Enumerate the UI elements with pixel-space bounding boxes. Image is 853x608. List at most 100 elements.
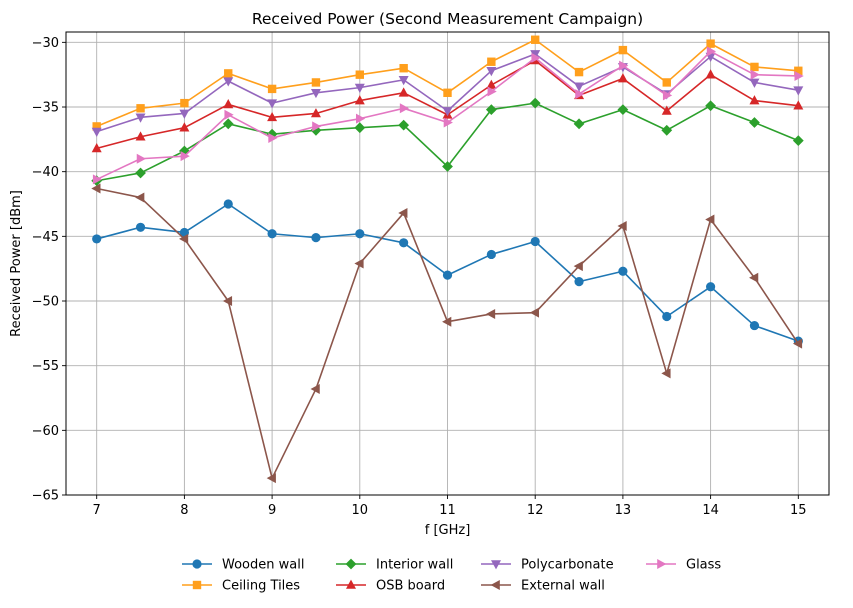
data-point-wooden-wall (355, 229, 365, 239)
data-point-wooden-wall (267, 229, 277, 239)
data-point-external-wall (442, 316, 452, 327)
data-point-ceiling-tiles (794, 66, 803, 75)
data-point-osb-board (617, 73, 628, 83)
data-point-interior-wall (792, 135, 804, 147)
series-wooden-wall (92, 199, 803, 346)
data-point-osb-board (354, 95, 365, 105)
legend-marker (657, 559, 667, 569)
y-tick-label: −30 (32, 36, 59, 51)
series-layer (91, 35, 804, 484)
data-point-polycarbonate (135, 113, 146, 123)
data-point-glass (399, 103, 410, 114)
legend-marker (192, 559, 202, 569)
series-ceiling-tiles (92, 35, 803, 131)
data-point-external-wall (617, 220, 627, 231)
data-point-ceiling-tiles (399, 64, 408, 73)
data-point-wooden-wall (574, 277, 584, 287)
data-point-external-wall (529, 307, 540, 318)
data-point-ceiling-tiles (750, 62, 759, 72)
legend-item-polycarbonate: Polycarbonate (481, 558, 614, 573)
data-point-glass (487, 86, 497, 97)
data-point-external-wall (222, 296, 233, 307)
data-point-wooden-wall (92, 234, 102, 244)
data-point-ceiling-tiles (92, 122, 101, 131)
data-point-polycarbonate (486, 66, 497, 77)
data-point-ceiling-tiles (618, 45, 628, 55)
chart-title: Received Power (Second Measurement Campa… (252, 10, 643, 28)
data-point-external-wall (91, 183, 101, 194)
x-tick-label: 12 (527, 503, 544, 518)
x-tick-label: 9 (268, 503, 276, 518)
data-point-polycarbonate (574, 82, 585, 92)
data-point-glass (619, 60, 629, 71)
data-point-external-wall (573, 261, 583, 272)
data-point-polycarbonate (91, 127, 102, 137)
data-point-ceiling-tiles (487, 57, 496, 66)
data-point-glass (268, 133, 278, 144)
x-tick-label: 8 (180, 503, 188, 518)
legend-marker (490, 580, 500, 590)
data-point-interior-wall (398, 119, 410, 131)
data-point-polycarbonate (223, 77, 234, 87)
data-point-ceiling-tiles (574, 67, 584, 77)
legend-marker (346, 579, 356, 589)
series-interior-wall (91, 97, 804, 187)
y-tick-label: −35 (32, 101, 59, 116)
data-point-osb-board (91, 142, 102, 153)
data-point-external-wall (354, 258, 364, 269)
data-point-interior-wall (573, 118, 585, 130)
data-point-interior-wall (705, 100, 717, 112)
legend-item-osb-board: OSB board (336, 579, 445, 594)
data-point-wooden-wall (749, 320, 760, 331)
x-axis-label: f [GHz] (425, 523, 471, 538)
data-point-external-wall (266, 473, 276, 484)
data-point-polycarbonate (179, 109, 190, 119)
data-point-glass (662, 90, 673, 101)
data-point-ceiling-tiles (355, 70, 364, 79)
data-point-osb-board (793, 100, 804, 110)
series-external-wall (91, 183, 803, 484)
data-point-wooden-wall (223, 199, 233, 209)
legend-label: Glass (686, 558, 721, 573)
data-point-wooden-wall (530, 236, 540, 247)
data-point-glass (92, 174, 103, 185)
data-point-ceiling-tiles (224, 69, 233, 78)
legend-marker (491, 560, 501, 570)
data-point-glass (706, 46, 717, 57)
legend-item-ceiling-tiles: Ceiling Tiles (182, 579, 300, 594)
data-point-interior-wall (617, 104, 629, 115)
data-point-interior-wall (749, 117, 760, 128)
data-point-wooden-wall (662, 311, 672, 322)
data-point-glass (794, 70, 804, 81)
data-point-ceiling-tiles (180, 98, 189, 108)
legend-item-interior-wall: Interior wall (336, 558, 453, 573)
data-point-wooden-wall (442, 270, 453, 280)
data-point-glass (575, 89, 585, 100)
data-point-glass (312, 121, 322, 132)
data-point-glass (180, 151, 190, 162)
data-point-polycarbonate (530, 50, 541, 60)
data-point-ceiling-tiles (136, 104, 145, 113)
series-glass (92, 46, 804, 185)
data-point-polycarbonate (793, 86, 804, 96)
data-point-ceiling-tiles (311, 78, 321, 87)
data-point-polycarbonate (398, 76, 409, 86)
data-point-ceiling-tiles (267, 84, 277, 94)
legend-label: Polycarbonate (521, 558, 614, 573)
data-point-wooden-wall (618, 266, 628, 276)
data-point-polycarbonate (310, 88, 321, 99)
data-point-polycarbonate (749, 78, 760, 88)
data-point-osb-board (398, 87, 409, 97)
data-point-ceiling-tiles (662, 78, 671, 87)
legend-label: Wooden wall (222, 558, 304, 573)
data-point-osb-board (749, 95, 760, 105)
data-point-glass (224, 109, 234, 120)
data-point-osb-board (661, 105, 672, 115)
legend-marker (345, 558, 357, 570)
legend-label: OSB board (376, 579, 445, 594)
x-tick-label: 13 (615, 503, 632, 518)
x-tick-label: 7 (93, 503, 101, 518)
y-tick-label: −60 (32, 424, 59, 439)
legend: Wooden wall Ceiling Tiles Interior wall OSB… (182, 558, 721, 594)
